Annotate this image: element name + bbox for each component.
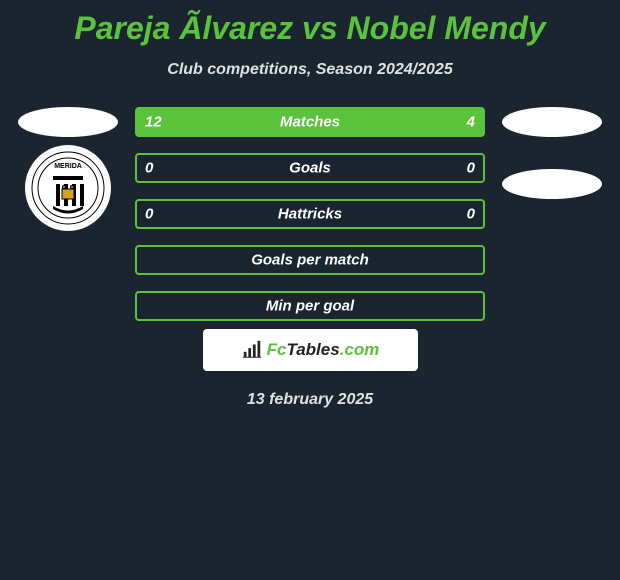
club-crest-left: MERIDA	[25, 145, 111, 231]
stat-left-value: 0	[145, 206, 153, 223]
stat-label: Hattricks	[278, 206, 342, 223]
comparison-row: MERIDA 12 4 Matches 0 0 Goals 0 0 Hattricks Goals…	[0, 107, 620, 321]
player-avatar-right	[502, 107, 602, 137]
stat-bar-hattricks: 0 0 Hattricks	[135, 199, 485, 229]
right-player-col	[497, 107, 607, 199]
svg-text:MERIDA: MERIDA	[54, 163, 82, 170]
stat-bar-matches: 12 4 Matches	[135, 107, 485, 137]
stat-left-value: 0	[145, 160, 153, 177]
stat-label: Min per goal	[266, 298, 354, 315]
stat-left-value: 12	[145, 114, 162, 131]
date-label: 13 february 2025	[0, 391, 620, 409]
page-title: Pareja Ãlvarez vs Nobel Mendy	[0, 0, 620, 47]
page-subtitle: Club competitions, Season 2024/2025	[0, 61, 620, 79]
stat-label: Goals	[289, 160, 331, 177]
merida-crest-icon: MERIDA	[31, 151, 105, 225]
stat-right-value: 0	[467, 206, 475, 223]
stat-bar-goals-per-match: Goals per match	[135, 245, 485, 275]
stat-bar-min-per-goal: Min per goal	[135, 291, 485, 321]
club-crest-right	[502, 169, 602, 199]
brand-text: FcTables.com	[267, 340, 380, 360]
stat-right-value: 0	[467, 160, 475, 177]
stat-right-value: 4	[467, 114, 475, 131]
bar-chart-icon	[241, 339, 263, 361]
brand-logo[interactable]: FcTables.com	[203, 329, 418, 371]
stat-label: Goals per match	[251, 252, 369, 269]
stats-column: 12 4 Matches 0 0 Goals 0 0 Hattricks Goals per ma…	[135, 107, 485, 321]
stat-bar-goals: 0 0 Goals	[135, 153, 485, 183]
stat-label: Matches	[280, 114, 340, 131]
player-avatar-left	[18, 107, 118, 137]
left-player-col: MERIDA	[13, 107, 123, 231]
